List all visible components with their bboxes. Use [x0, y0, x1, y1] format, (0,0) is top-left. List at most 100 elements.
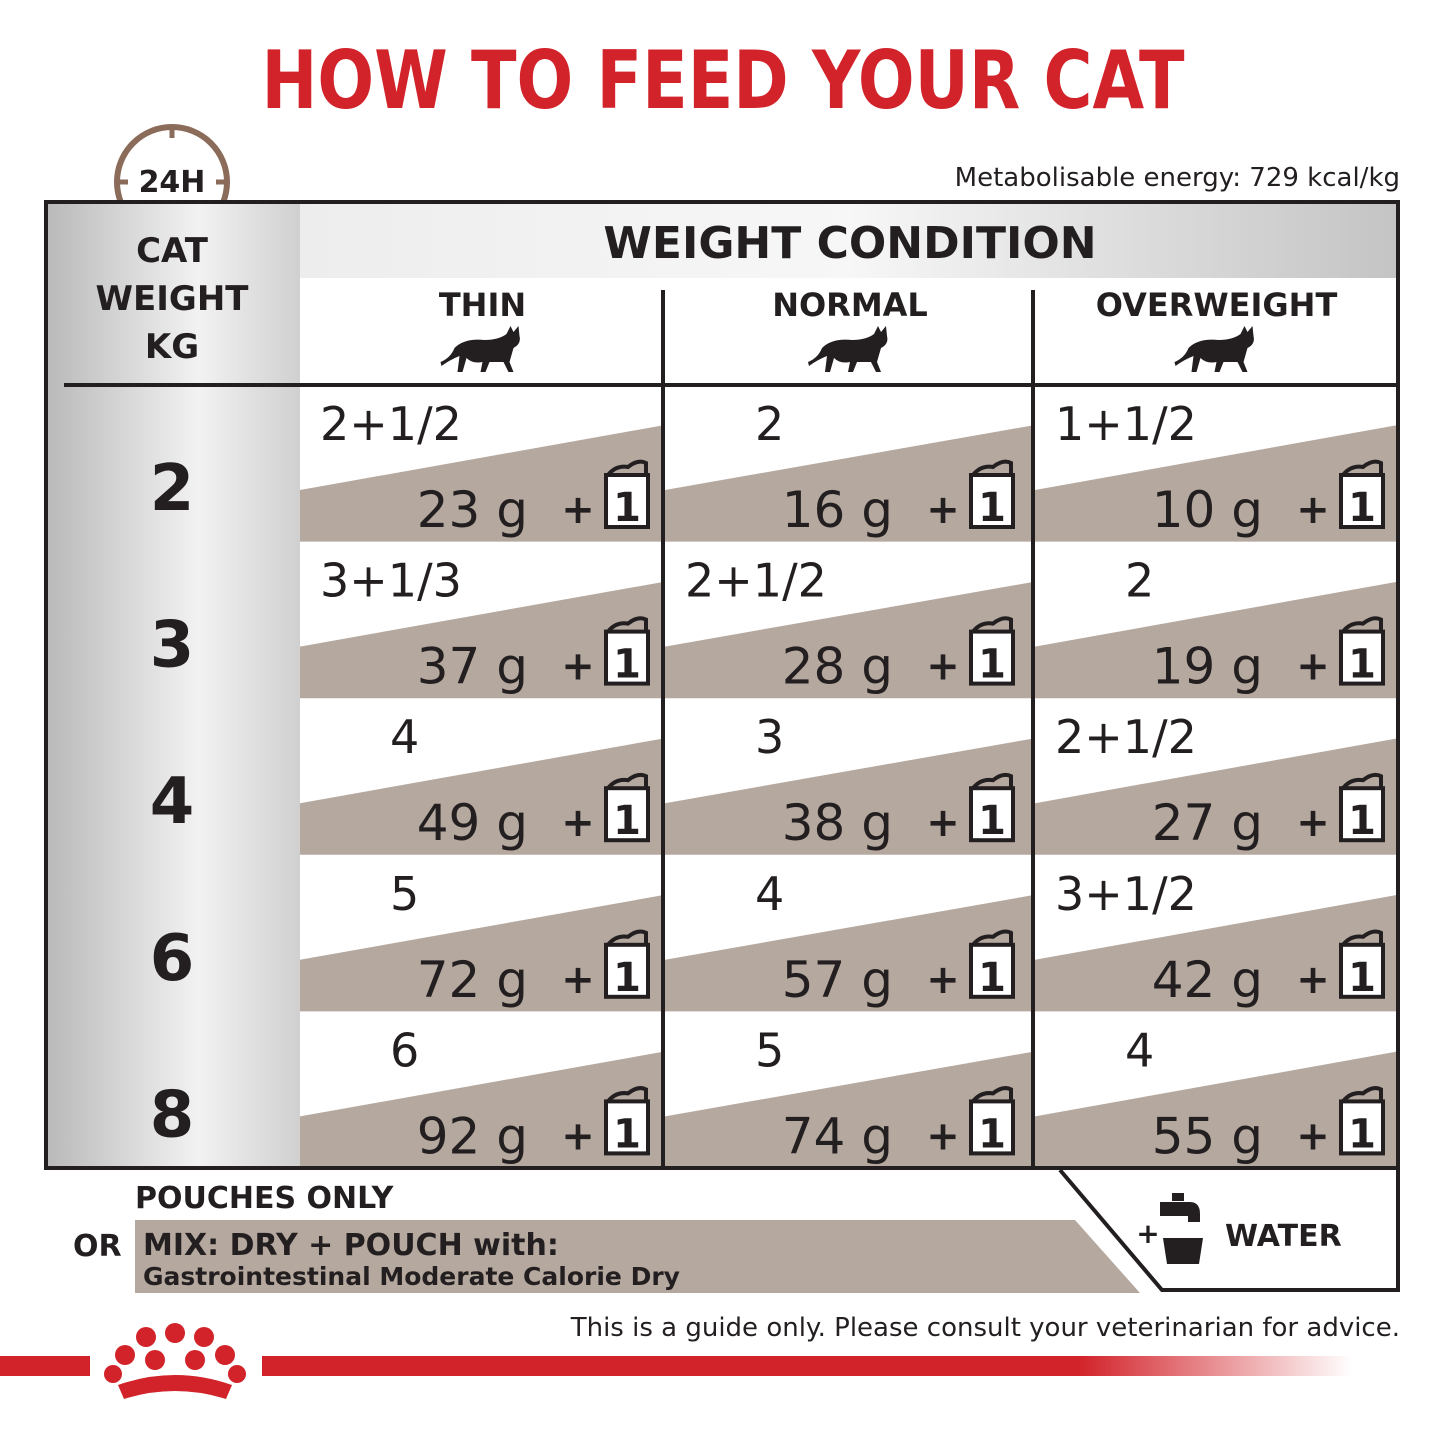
pouch-count: 1	[1348, 798, 1376, 844]
cat-icon	[1174, 326, 1254, 372]
pouch-amount: 1+1/2	[1055, 397, 1197, 451]
plus: +	[561, 800, 595, 846]
dry-amount: 38 g	[782, 794, 893, 852]
plus: +	[561, 957, 595, 1003]
pouch-count: 1	[613, 955, 641, 1001]
dry-band	[1035, 425, 1398, 542]
plus: +	[1296, 487, 1330, 533]
dry-amount: 28 g	[782, 638, 893, 696]
dry-band	[665, 425, 1035, 542]
pouch-icon	[969, 473, 1015, 529]
pouch-amount: 3+1/2	[1055, 867, 1197, 921]
dry-band	[1035, 894, 1398, 1012]
cat-icon	[808, 326, 888, 372]
pouch-top	[606, 772, 648, 790]
cat-weight: 4	[150, 765, 195, 839]
water-plus: +	[1136, 1217, 1159, 1250]
pouch-icon	[969, 942, 1015, 999]
tap-icon	[1160, 1193, 1203, 1264]
pouch-icon	[604, 786, 650, 843]
pouch-count: 1	[613, 485, 641, 531]
pouch-count: 1	[613, 1111, 641, 1157]
column-header: THIN	[439, 286, 526, 324]
pouch-count: 1	[978, 798, 1006, 844]
dry-amount: 10 g	[1152, 481, 1263, 539]
dry-band	[665, 1051, 1035, 1168]
footer-band	[0, 1323, 1352, 1399]
pouch-icon	[604, 473, 650, 529]
pouch-amount: 4	[1125, 1023, 1154, 1077]
pouch-amount: 6	[390, 1023, 419, 1077]
pouch-top	[971, 616, 1013, 633]
badge-label: 24H	[139, 165, 206, 200]
pouch-count: 1	[978, 1111, 1006, 1157]
dry-amount: 74 g	[782, 1107, 893, 1165]
pouch-icon	[1339, 942, 1385, 999]
dry-product: Gastrointestinal Moderate Calorie Dry	[143, 1262, 680, 1291]
column-header: OVERWEIGHT	[1096, 286, 1338, 324]
cat-weight: 8	[150, 1078, 195, 1152]
dry-band	[300, 581, 665, 699]
weight-header: WEIGHT	[96, 279, 250, 319]
pouch-icon	[969, 629, 1015, 686]
plus: +	[926, 644, 960, 690]
plus: +	[561, 1113, 595, 1159]
pouch-icon	[604, 629, 650, 686]
dry-amount: 49 g	[417, 794, 528, 852]
dry-amount: 55 g	[1152, 1107, 1263, 1165]
pouch-top	[1341, 1086, 1383, 1103]
dry-band	[1035, 581, 1398, 699]
pouch-top	[971, 929, 1013, 947]
disclaimer: This is a guide only. Please consult you…	[570, 1313, 1400, 1343]
dry-amount: 27 g	[1152, 794, 1263, 852]
plus: +	[926, 487, 960, 533]
pouch-top	[606, 616, 648, 633]
plus: +	[561, 487, 595, 533]
pouch-amount: 2+1/2	[685, 554, 827, 608]
pouch-count: 1	[613, 798, 641, 844]
plus: +	[1296, 957, 1330, 1003]
pouch-icon	[1339, 629, 1385, 686]
pouch-count: 1	[613, 642, 641, 688]
dry-amount: 72 g	[417, 951, 528, 1009]
plus: +	[1296, 800, 1330, 846]
pouch-top	[1341, 772, 1383, 790]
dry-band	[665, 894, 1035, 1012]
plus: +	[1296, 644, 1330, 690]
weight-header: CAT	[136, 231, 209, 271]
pouch-count: 1	[978, 642, 1006, 688]
pouch-count: 1	[1348, 642, 1376, 688]
dry-band	[300, 894, 665, 1012]
pouch-amount: 2	[1125, 554, 1154, 608]
mix: MIX: DRY + POUCH with:	[143, 1228, 559, 1263]
pouch-top	[971, 459, 1013, 477]
dry-amount: 92 g	[417, 1107, 528, 1165]
pouch-icon	[604, 942, 650, 999]
dry-amount: 37 g	[417, 638, 528, 696]
condition-header: WEIGHT CONDITION	[603, 218, 1096, 269]
pouch-amount: 4	[390, 710, 419, 764]
pouch-icon	[1339, 473, 1385, 529]
pouch-amount: 3+1/3	[320, 554, 462, 608]
condition-band	[300, 202, 1398, 278]
pouch-icon	[969, 1099, 1015, 1156]
pouch-amount: 5	[390, 867, 419, 921]
dry-band	[665, 581, 1035, 699]
pouch-count: 1	[978, 955, 1006, 1001]
dry-amount: 42 g	[1152, 951, 1263, 1009]
plus: +	[926, 800, 960, 846]
pouch-amount: 2+1/2	[320, 397, 462, 451]
pouches-only: POUCHES ONLY	[135, 1181, 395, 1216]
pouch-top	[971, 772, 1013, 790]
plus: +	[1296, 1113, 1330, 1159]
dry-band	[1035, 1051, 1398, 1168]
dry-amount: 19 g	[1152, 638, 1263, 696]
dry-band	[1035, 738, 1398, 855]
pouch-amount: 3	[755, 710, 784, 764]
pouch-top	[1341, 616, 1383, 633]
dry-band	[300, 425, 665, 542]
plus: +	[561, 644, 595, 690]
or: OR	[73, 1229, 122, 1264]
dry-amount: 23 g	[417, 481, 528, 539]
